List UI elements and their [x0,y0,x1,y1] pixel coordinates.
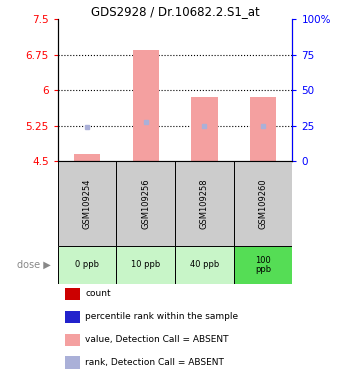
Bar [234,161,292,246]
Bar [234,246,292,284]
Bar [58,246,116,284]
Text: count: count [85,289,110,298]
Bar [175,246,234,284]
Text: value, Detection Call = ABSENT: value, Detection Call = ABSENT [85,335,228,344]
Bar [74,154,100,161]
Text: dose ▶: dose ▶ [17,260,51,270]
Bar [65,311,80,323]
Text: GSM109258: GSM109258 [200,178,209,229]
Text: 10 ppb: 10 ppb [131,260,160,270]
Title: GDS2928 / Dr.10682.2.S1_at: GDS2928 / Dr.10682.2.S1_at [91,5,259,18]
Bar [116,246,175,284]
Bar [65,334,80,346]
Text: 0 ppb: 0 ppb [75,260,99,270]
Bar [65,356,80,369]
Text: GSM109256: GSM109256 [141,178,150,229]
Text: rank, Detection Call = ABSENT: rank, Detection Call = ABSENT [85,358,224,367]
Bar [65,288,80,300]
Bar [250,98,276,161]
Bar [133,50,159,161]
Bar [58,161,116,246]
Text: percentile rank within the sample: percentile rank within the sample [85,312,238,321]
Text: GSM109254: GSM109254 [83,178,91,229]
Text: 100
ppb: 100 ppb [255,256,271,274]
Bar [191,98,218,161]
Bar [175,161,234,246]
Text: GSM109260: GSM109260 [259,178,268,229]
Text: 40 ppb: 40 ppb [190,260,219,270]
Bar [116,161,175,246]
